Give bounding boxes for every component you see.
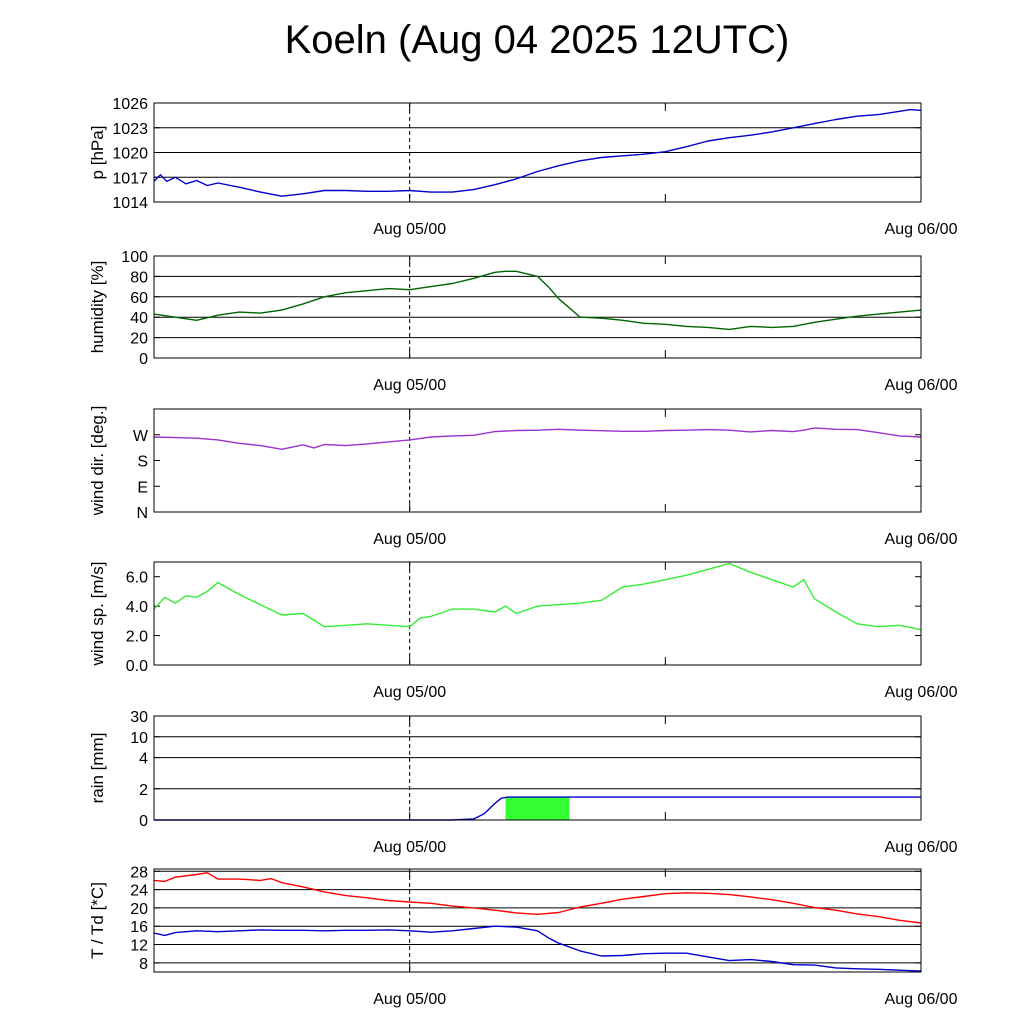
temperature_dewpoint-ytick-label: 20: [130, 901, 148, 918]
pressure-ytick-label: 1026: [112, 96, 148, 113]
wind_direction-ylabel: wind dir. [deg.]: [88, 406, 107, 517]
wind_direction-series-0: [153, 427, 922, 450]
rain-bar: [505, 797, 570, 820]
chart-title: Koeln (Aug 04 2025 12UTC): [284, 18, 790, 62]
wind_speed-xtick-label: Aug 05/00: [373, 684, 446, 701]
wind_speed-ytick-label: 6.0: [126, 570, 148, 587]
rain-xtick-label: Aug 05/00: [373, 839, 446, 856]
humidity-ytick-label: 40: [130, 310, 148, 327]
pressure-ytick-label: 1017: [112, 170, 148, 187]
rain-ylabel: rain [mm]: [88, 733, 107, 804]
temperature_dewpoint-ytick-label: 8: [139, 956, 148, 973]
wind_direction-ytick-label: N: [136, 505, 148, 522]
wind_direction-frame: [153, 408, 922, 513]
humidity-ytick-label: 100: [121, 249, 148, 266]
temperature_dewpoint-xtick-label: Aug 05/00: [373, 991, 446, 1008]
rain-ytick-label: 0: [139, 813, 148, 830]
wind_direction-xtick-label: Aug 05/00: [373, 531, 446, 548]
rain-ytick-label: 2: [139, 782, 148, 799]
temperature_dewpoint-xtick-label: Aug 06/00: [885, 991, 958, 1008]
pressure-frame: [153, 102, 922, 203]
temperature_dewpoint-ylabel: T / Td [*C]: [88, 882, 107, 959]
wind_speed-ytick-label: 4.0: [126, 599, 148, 616]
wind_speed-ylabel: wind sp. [m/s]: [88, 562, 107, 667]
wind_speed-ytick-label: 0.0: [126, 658, 148, 675]
pressure-ytick-label: 1020: [112, 146, 148, 163]
wind_speed-xtick-label: Aug 06/00: [885, 684, 958, 701]
humidity-ytick-label: 60: [130, 290, 148, 307]
humidity-frame: [153, 255, 922, 359]
wind_direction-ytick-label: E: [137, 479, 148, 496]
rain-ytick-label: 30: [130, 709, 148, 726]
wind_direction-xtick-label: Aug 06/00: [885, 531, 958, 548]
pressure-ylabel: p [hPa]: [88, 126, 107, 180]
wind_direction-ytick-label: W: [133, 428, 149, 445]
pressure-series-0: [153, 108, 922, 197]
temperature_dewpoint-ytick-label: 16: [130, 919, 148, 936]
wind_speed-series-0: [153, 562, 922, 631]
wind_direction-ytick-label: S: [137, 454, 148, 471]
humidity-ytick-label: 80: [130, 269, 148, 286]
temperature_dewpoint-ytick-label: 12: [130, 938, 148, 955]
wind_speed-ytick-label: 2.0: [126, 629, 148, 646]
rain-ytick-label: 4: [139, 751, 148, 768]
temperature_dewpoint-series-1: [153, 925, 922, 972]
pressure-xtick-label: Aug 05/00: [373, 221, 446, 238]
temperature_dewpoint-ytick-label: 28: [130, 864, 148, 881]
humidity-ytick-label: 20: [130, 331, 148, 348]
humidity-xtick-label: Aug 06/00: [885, 377, 958, 394]
humidity-series-0: [153, 270, 922, 331]
wind_speed-frame: [153, 561, 922, 666]
temperature_dewpoint-frame: [153, 868, 922, 973]
humidity-ylabel: humidity [%]: [88, 261, 107, 354]
temperature_dewpoint-ytick-label: 24: [130, 883, 148, 900]
rain-frame: [153, 715, 922, 821]
pressure-ytick-label: 1023: [112, 121, 148, 138]
rain-ytick-label: 10: [130, 730, 148, 747]
humidity-xtick-label: Aug 05/00: [373, 377, 446, 394]
pressure-xtick-label: Aug 06/00: [885, 221, 958, 238]
temperature_dewpoint-series-0: [153, 872, 922, 924]
humidity-ytick-label: 0: [139, 351, 148, 368]
rain-xtick-label: Aug 06/00: [885, 839, 958, 856]
pressure-ytick-label: 1014: [112, 195, 148, 212]
